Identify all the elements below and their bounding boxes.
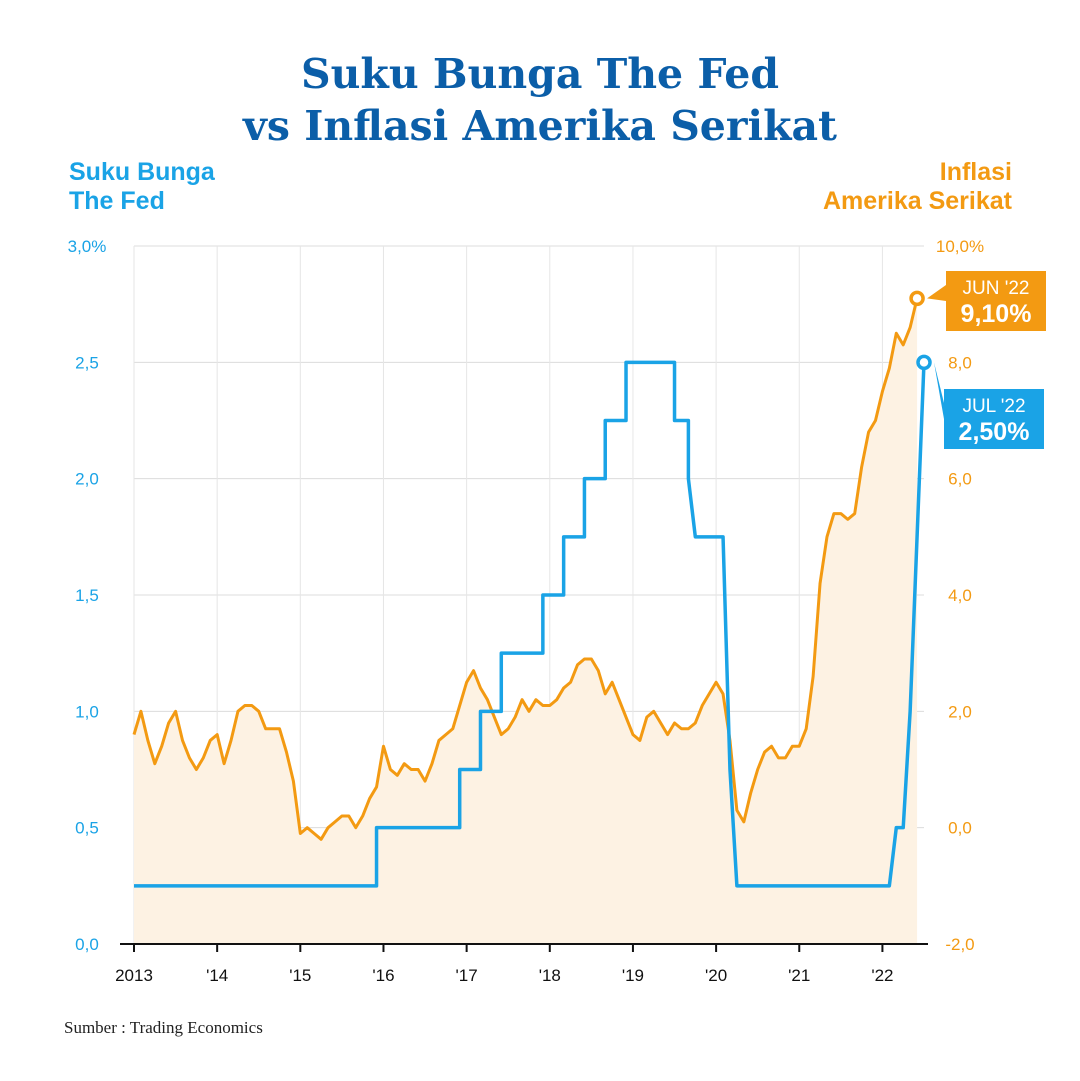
inflation-end-marker	[909, 290, 925, 307]
x-axis-tick-label: '20	[705, 966, 727, 985]
left-axis-tick-label: 0,0	[75, 935, 99, 954]
fed-callout-value: 2,50%	[959, 418, 1030, 446]
right-axis-title-line-2: Amerika Serikat	[822, 187, 1012, 215]
right-axis-title: Inflasi Amerika Serikat	[823, 158, 1012, 216]
left-axis-tick-label: 1,5	[75, 586, 99, 605]
x-axis-tick-label: '17	[456, 966, 478, 985]
inflation-line	[132, 298, 919, 841]
left-axis-tick-label: 2,5	[75, 353, 99, 372]
inflation-callout-label: JUN '22	[963, 278, 1030, 299]
inflation-area-fill	[134, 298, 918, 945]
x-axis-tick-label: '19	[622, 966, 644, 985]
chart-title-line-1: Suku Bunga The Fed	[301, 50, 779, 98]
x-axis-tick-label: '14	[206, 966, 228, 985]
right-axis-tick-label: 10,0%	[936, 237, 984, 256]
left-axis-tick-label: 0,5	[75, 819, 99, 838]
inflation-callout	[946, 271, 1046, 331]
fed-rate-line	[134, 360, 926, 888]
left-axis-title-line-1: Suku Bunga	[69, 158, 215, 186]
fed-end-marker	[916, 354, 932, 371]
right-axis-tick-label: -2,0	[945, 935, 974, 954]
right-axis-title-line-1: Inflasi	[939, 158, 1012, 186]
right-axis-tick-label: 4,0	[948, 586, 972, 605]
fed-callout	[944, 389, 1044, 449]
fed-callout-pointer	[934, 362, 944, 419]
x-axis-tick-label: 2013	[115, 966, 153, 985]
x-axis-tick-label: '18	[539, 966, 561, 985]
right-axis-tick-label: 6,0	[948, 470, 972, 489]
right-axis-tick-label: 2,0	[948, 702, 972, 721]
chart-title-line-2: vs Inflasi Amerika Serikat	[243, 102, 837, 150]
x-axis-tick-label: '21	[788, 966, 810, 985]
inflation-callout-value: 9,10%	[961, 300, 1032, 328]
right-axis-tick-label: 8,0	[948, 353, 972, 372]
left-axis-tick-label: 3,0%	[68, 237, 107, 256]
x-axis-tick-label: '22	[871, 966, 893, 985]
source-note: Sumber : Trading Economics	[64, 1018, 263, 1037]
left-axis-tick-label: 1,0	[75, 702, 99, 721]
x-axis-tick-label: '16	[372, 966, 394, 985]
inflation-callout-pointer	[927, 285, 946, 301]
chart-title: Suku Bunga The Fed vs Inflasi Amerika Se…	[0, 48, 1080, 152]
right-axis-tick-label: 0,0	[948, 819, 972, 838]
left-axis-tick-label: 2,0	[75, 470, 99, 489]
left-axis-title: Suku Bunga The Fed	[69, 158, 215, 216]
left-axis-title-line-2: The Fed	[69, 187, 165, 215]
x-axis-tick-label: '15	[289, 966, 311, 985]
fed-callout-label: JUL '22	[962, 396, 1025, 417]
